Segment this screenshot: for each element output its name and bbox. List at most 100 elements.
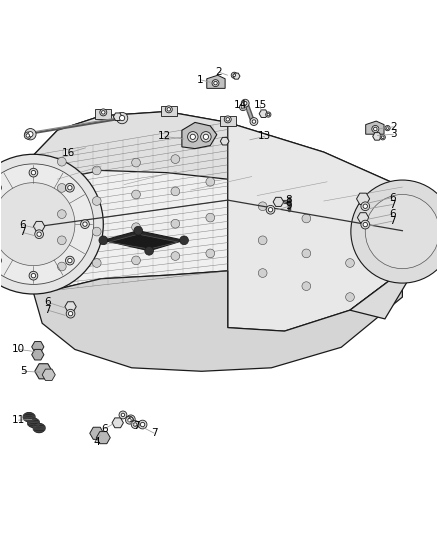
- Circle shape: [37, 232, 41, 236]
- Circle shape: [241, 99, 249, 107]
- Circle shape: [372, 125, 379, 133]
- Circle shape: [134, 227, 143, 235]
- Polygon shape: [259, 110, 268, 117]
- Circle shape: [171, 252, 180, 261]
- Circle shape: [165, 106, 172, 113]
- Text: 10: 10: [11, 344, 25, 354]
- Circle shape: [171, 220, 180, 228]
- Text: 11: 11: [11, 415, 25, 425]
- Circle shape: [361, 202, 370, 211]
- Circle shape: [226, 118, 230, 121]
- Circle shape: [346, 259, 354, 268]
- Text: 3: 3: [390, 129, 397, 139]
- Circle shape: [268, 207, 273, 212]
- Circle shape: [57, 183, 66, 192]
- Polygon shape: [207, 75, 225, 88]
- Circle shape: [132, 190, 141, 199]
- Circle shape: [120, 116, 125, 120]
- Circle shape: [206, 249, 215, 258]
- Text: 6: 6: [19, 220, 26, 230]
- Circle shape: [68, 311, 73, 316]
- Circle shape: [206, 177, 215, 186]
- Circle shape: [266, 205, 275, 214]
- Circle shape: [233, 74, 236, 77]
- Circle shape: [171, 187, 180, 196]
- Circle shape: [258, 202, 267, 211]
- Circle shape: [57, 262, 66, 271]
- Polygon shape: [366, 121, 384, 134]
- Circle shape: [132, 223, 141, 231]
- Polygon shape: [65, 302, 76, 312]
- Text: 7: 7: [151, 429, 158, 438]
- Circle shape: [171, 155, 180, 164]
- Text: 16: 16: [62, 148, 75, 158]
- Circle shape: [119, 411, 127, 419]
- Circle shape: [267, 113, 270, 116]
- Polygon shape: [357, 193, 370, 205]
- Circle shape: [266, 112, 271, 117]
- Circle shape: [138, 420, 147, 429]
- Circle shape: [132, 158, 141, 167]
- Polygon shape: [103, 231, 184, 251]
- Circle shape: [92, 166, 101, 175]
- Text: 9: 9: [286, 201, 292, 211]
- Text: 12: 12: [158, 132, 171, 141]
- Text: 7: 7: [19, 228, 26, 237]
- Polygon shape: [373, 133, 381, 140]
- Circle shape: [57, 236, 66, 245]
- Polygon shape: [32, 350, 44, 360]
- Circle shape: [100, 109, 107, 116]
- Circle shape: [386, 127, 389, 130]
- Text: 15: 15: [254, 100, 267, 110]
- Polygon shape: [90, 427, 104, 439]
- Circle shape: [241, 106, 245, 109]
- Polygon shape: [96, 432, 110, 443]
- Circle shape: [81, 220, 89, 229]
- Polygon shape: [273, 197, 284, 206]
- Circle shape: [127, 415, 135, 424]
- Bar: [95, 109, 111, 119]
- Circle shape: [380, 135, 385, 140]
- Circle shape: [128, 418, 131, 422]
- Circle shape: [68, 259, 72, 263]
- Circle shape: [302, 214, 311, 223]
- Text: 1: 1: [197, 75, 203, 85]
- Polygon shape: [35, 364, 52, 379]
- Text: 7: 7: [45, 305, 51, 315]
- Polygon shape: [228, 123, 403, 331]
- Polygon shape: [33, 111, 403, 201]
- Bar: [161, 106, 177, 116]
- Text: 6: 6: [101, 424, 108, 434]
- Text: 6: 6: [389, 192, 396, 203]
- Circle shape: [224, 116, 231, 123]
- Text: 7: 7: [389, 216, 396, 226]
- Circle shape: [92, 197, 101, 205]
- Polygon shape: [32, 342, 44, 352]
- Circle shape: [302, 282, 311, 290]
- Circle shape: [57, 157, 66, 166]
- Text: 14: 14: [233, 100, 247, 110]
- Circle shape: [31, 171, 35, 175]
- Text: 4: 4: [93, 437, 100, 447]
- Polygon shape: [42, 369, 55, 381]
- Polygon shape: [357, 213, 369, 222]
- Circle shape: [190, 134, 195, 140]
- Polygon shape: [350, 187, 411, 319]
- Circle shape: [258, 236, 267, 245]
- Circle shape: [258, 269, 267, 277]
- Circle shape: [29, 168, 38, 177]
- Circle shape: [126, 416, 134, 424]
- Circle shape: [381, 136, 384, 139]
- Circle shape: [365, 195, 438, 269]
- Circle shape: [66, 183, 74, 192]
- Text: 7: 7: [133, 421, 139, 431]
- Polygon shape: [112, 418, 124, 427]
- Circle shape: [231, 72, 237, 78]
- Circle shape: [201, 132, 211, 142]
- Circle shape: [0, 183, 1, 192]
- Ellipse shape: [23, 413, 35, 422]
- Circle shape: [167, 108, 170, 111]
- Text: 8: 8: [286, 195, 292, 205]
- Polygon shape: [109, 234, 178, 249]
- Polygon shape: [182, 123, 217, 149]
